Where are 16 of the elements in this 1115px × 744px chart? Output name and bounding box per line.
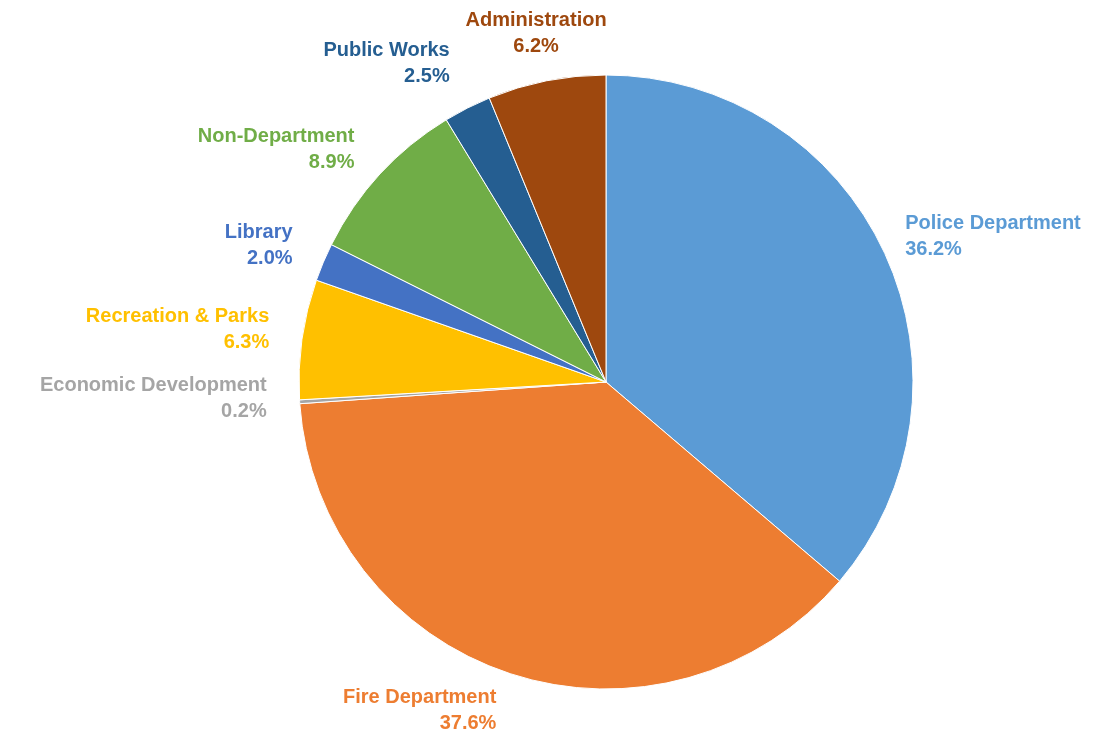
slice-label: Police Department — [905, 210, 1082, 233]
slice-label: Library — [224, 220, 294, 243]
data-label: 0.2% — [221, 398, 267, 421]
slice-label: Fire Department — [343, 685, 497, 708]
data-label: 6.2% — [513, 34, 560, 57]
data-label: 2.0% — [246, 246, 293, 269]
data-label: 6.3% — [223, 330, 270, 353]
slice-label: Economic Development — [39, 372, 268, 395]
slice-label: Recreation & Parks — [85, 304, 270, 327]
slice-label: Non-Department — [197, 124, 355, 147]
data-label: 36.2% — [905, 236, 963, 259]
slice-label: Public Works — [323, 38, 450, 61]
data-label: 37.6% — [439, 711, 497, 734]
slice-label: Administration — [465, 8, 607, 31]
data-label: 2.5% — [404, 64, 450, 87]
data-label: 8.9% — [308, 150, 355, 173]
